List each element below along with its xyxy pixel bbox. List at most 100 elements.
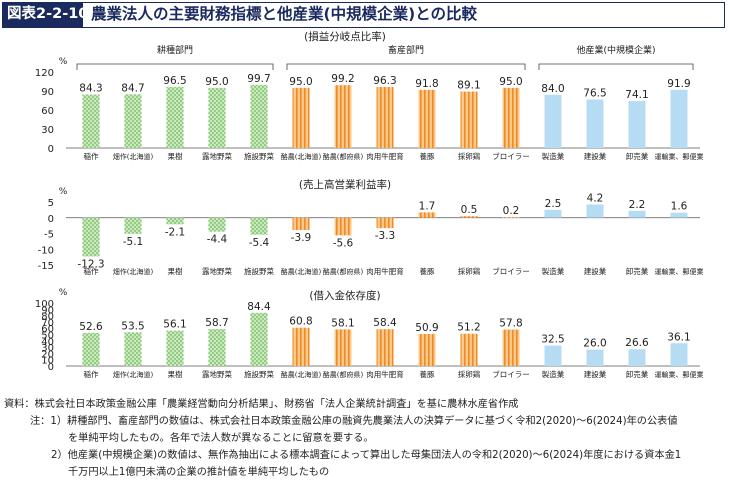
- bar: [208, 87, 226, 148]
- category-label: 運輸業、郵便業: [655, 267, 704, 276]
- data-label: 53.5: [121, 320, 144, 332]
- bar: [334, 85, 352, 148]
- y-tick-label: -5: [44, 230, 54, 241]
- category-label: 建設業: [584, 266, 607, 276]
- category-label: 運輸業、郵便業: [655, 370, 704, 379]
- category-label: 施設野菜: [244, 151, 274, 161]
- data-label: 58.1: [331, 317, 354, 329]
- y-tick-label: 80: [41, 312, 54, 323]
- category-label: 酪農(都府県): [323, 152, 364, 161]
- category-label: 肉用牛肥育: [366, 151, 404, 161]
- y-tick-label: 120: [35, 68, 54, 79]
- figure-number: 図表2-2-10: [3, 3, 88, 27]
- bar: [292, 217, 310, 231]
- category-label: 肉用牛肥育: [366, 266, 404, 276]
- notes: 資料：株式会社日本政策金融公庫「農業経営動向分析結果」、財務省「法人企業統計調査…: [4, 396, 681, 481]
- note-2-line-2: 千万円以上1億円未満の企業の推計値を単純平均したもの: [68, 467, 330, 478]
- group-bracket: [286, 63, 526, 70]
- bar: [460, 333, 478, 366]
- category-label: 採卵鶏: [458, 369, 481, 379]
- data-label: -3.9: [291, 232, 312, 244]
- y-tick-label: 50: [41, 331, 54, 342]
- bar: [544, 94, 562, 148]
- category-label: 果樹: [168, 266, 183, 276]
- bar: [418, 212, 436, 218]
- category-label: 運輸業、郵便業: [655, 152, 704, 161]
- bar: [670, 343, 688, 366]
- data-label: 91.9: [667, 78, 690, 90]
- figure-title: 農業法人の主要財務指標と他産業(中規模企業)との比較: [91, 5, 478, 23]
- y-tick-label: 40: [41, 337, 54, 348]
- data-label: 51.2: [457, 322, 480, 334]
- bar: [334, 329, 352, 366]
- data-label: 95.0: [499, 76, 522, 88]
- group-bracket: [538, 63, 694, 70]
- data-label: 76.5: [583, 88, 606, 100]
- y-tick-label: 0: [48, 362, 54, 373]
- category-label: 養豚: [420, 151, 435, 161]
- data-label: 1.6: [671, 201, 688, 213]
- bar: [124, 217, 142, 234]
- bar: [628, 101, 646, 148]
- bar: [376, 87, 394, 148]
- bar: [250, 217, 268, 235]
- category-label: ブロイラー: [492, 151, 530, 161]
- category-label: 畑作(北海道): [113, 370, 154, 379]
- data-label: 36.1: [667, 331, 690, 343]
- note-1-line-2: を単純平均したもの。各年で法人数が異なることに留意を要する。: [68, 433, 374, 444]
- data-label: 58.7: [205, 317, 228, 329]
- category-label: 酪農(北海道): [281, 370, 322, 379]
- category-label: 卸売業: [626, 266, 649, 276]
- data-label: 99.2: [331, 73, 354, 85]
- y-tick-label: 0: [48, 214, 54, 225]
- bar: [250, 84, 268, 148]
- category-label: 酪農(北海道): [281, 152, 322, 161]
- data-label: 84.7: [121, 82, 144, 94]
- category-label: 稲作: [84, 266, 99, 276]
- category-label: 果樹: [168, 151, 183, 161]
- y-tick-label: 20: [41, 349, 54, 360]
- category-label: 製造業: [542, 151, 565, 161]
- category-label: 露地野菜: [202, 266, 232, 276]
- bar: [628, 349, 646, 366]
- y-unit: %: [59, 288, 68, 298]
- category-label: 製造業: [542, 369, 565, 379]
- category-label: 採卵鶏: [458, 266, 481, 276]
- bar: [82, 332, 100, 366]
- category-label: 畑作(北海道): [113, 267, 154, 276]
- bar: [670, 89, 688, 148]
- figure-header: 図表2-2-10 農業法人の主要財務指標と他産業(中規模企業)との比較: [2, 2, 725, 28]
- category-label: 卸売業: [626, 369, 649, 379]
- bar: [628, 210, 646, 218]
- data-label: 50.9: [415, 322, 438, 334]
- category-label: 製造業: [542, 266, 565, 276]
- category-label: 肉用牛肥育: [366, 369, 404, 379]
- data-label: -2.1: [165, 226, 186, 238]
- y-tick-label: -10: [38, 245, 54, 256]
- data-label: 1.7: [419, 200, 436, 212]
- y-tick-label: 60: [41, 324, 54, 335]
- chart-title: (売上高営業利益率): [299, 178, 391, 191]
- bar: [460, 216, 478, 218]
- data-label: 58.4: [373, 317, 397, 329]
- y-tick-label: 5: [48, 198, 54, 209]
- charts-canvas: 耕種部門 畜産部門 他産業(中規模企業) (損益分岐点比率)% 0 30 60 90 120 84…: [35, 30, 704, 379]
- data-label: 4.2: [587, 193, 604, 205]
- data-label: -12.3: [77, 258, 104, 270]
- data-label: 74.1: [625, 89, 648, 101]
- data-label: 95.0: [289, 76, 312, 88]
- category-label: 露地野菜: [202, 369, 232, 379]
- bar: [166, 217, 184, 225]
- category-label: 養豚: [420, 266, 435, 276]
- data-label: 26.6: [625, 337, 649, 349]
- y-tick-label: 70: [41, 318, 54, 329]
- data-label: 52.6: [79, 321, 103, 333]
- bar: [418, 89, 436, 148]
- y-tick-label: 60: [41, 106, 54, 117]
- data-label: 95.0: [205, 76, 228, 88]
- bar: [166, 330, 184, 366]
- data-label: 26.0: [583, 338, 606, 350]
- category-label: ブロイラー: [492, 369, 530, 379]
- bar: [292, 87, 310, 148]
